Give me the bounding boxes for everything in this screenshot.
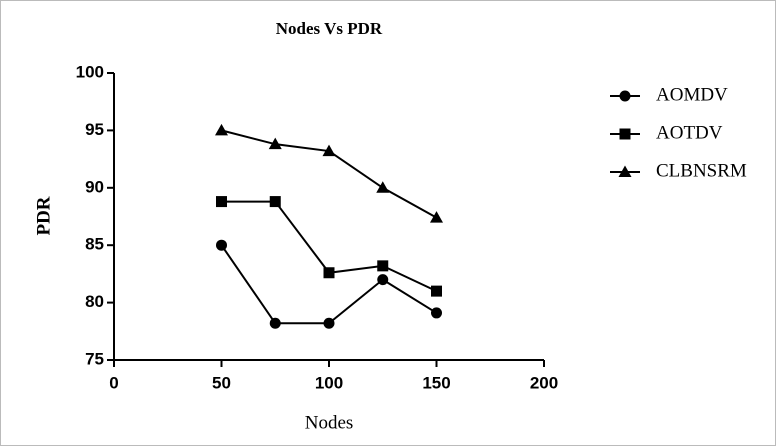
legend-marker: [618, 165, 632, 177]
marker: [269, 196, 281, 208]
legend-label: AOMDV: [656, 84, 728, 105]
y-axis-label: PDR: [33, 196, 54, 235]
marker: [431, 307, 442, 319]
marker: [377, 260, 389, 272]
marker: [322, 144, 336, 157]
marker: [268, 137, 282, 150]
marker: [323, 317, 335, 329]
y-tick-label: 90: [85, 177, 104, 196]
x-tick-label: 0: [109, 373, 118, 392]
marker: [269, 317, 281, 329]
marker: [215, 123, 228, 136]
legend-label: CLBNSRM: [656, 160, 747, 181]
marker: [431, 285, 442, 297]
legend-label: AOTDV: [656, 122, 723, 143]
y-tick-label: 85: [85, 235, 104, 254]
marker: [430, 211, 443, 223]
chart-title: Nodes Vs PDR: [276, 19, 383, 38]
x-tick-label: 100: [315, 373, 343, 392]
marker: [376, 181, 390, 193]
y-tick-label: 80: [85, 292, 104, 311]
marker: [323, 267, 335, 279]
x-tick-label: 150: [422, 373, 450, 392]
marker: [216, 196, 227, 208]
x-axis-label: Nodes: [305, 412, 354, 433]
marker: [377, 274, 389, 286]
legend-marker: [619, 90, 631, 102]
x-tick-label: 50: [212, 373, 231, 392]
y-tick-label: 95: [85, 120, 104, 139]
x-tick-label: 200: [530, 373, 558, 392]
marker: [216, 239, 227, 251]
legend-marker: [619, 128, 631, 140]
y-tick-label: 100: [76, 62, 104, 81]
y-tick-label: 75: [85, 349, 104, 368]
